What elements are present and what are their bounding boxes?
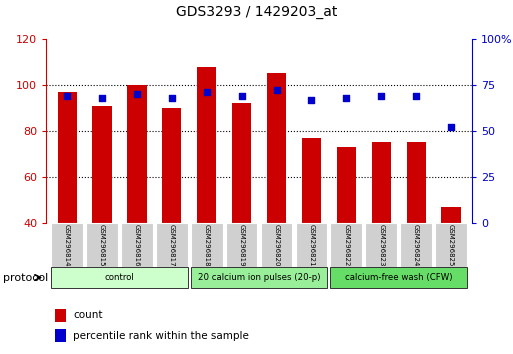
Bar [57,92,77,223]
Text: GSM296822: GSM296822 [343,224,349,266]
Text: protocol: protocol [3,273,48,282]
FancyBboxPatch shape [226,223,258,267]
Point [98,95,106,101]
Bar [441,207,461,223]
FancyBboxPatch shape [435,223,467,267]
Text: GSM296816: GSM296816 [134,224,140,267]
Text: GSM296815: GSM296815 [99,224,105,267]
Point [342,95,350,101]
Text: GDS3293 / 1429203_at: GDS3293 / 1429203_at [176,5,337,19]
Text: percentile rank within the sample: percentile rank within the sample [73,331,249,341]
Point [133,91,141,97]
FancyBboxPatch shape [400,223,432,267]
Text: GSM296825: GSM296825 [448,224,454,266]
FancyBboxPatch shape [86,223,118,267]
Bar [197,67,216,223]
Bar [162,108,182,223]
Point [307,97,315,103]
Point [168,95,176,101]
Point [447,125,455,130]
FancyBboxPatch shape [191,267,327,288]
Bar [337,147,356,223]
Text: control: control [105,273,134,282]
Text: GSM296823: GSM296823 [378,224,384,267]
Point [238,93,246,99]
FancyBboxPatch shape [191,223,223,267]
Bar [55,329,67,342]
Bar [232,103,251,223]
Text: GSM296814: GSM296814 [64,224,70,267]
FancyBboxPatch shape [51,223,83,267]
Text: GSM296820: GSM296820 [273,224,280,267]
Bar [55,309,67,322]
Point [63,93,71,99]
Bar [127,85,147,223]
Bar [406,143,426,223]
FancyBboxPatch shape [51,267,188,288]
Text: GSM296821: GSM296821 [308,224,314,267]
Point [412,93,420,99]
Text: count: count [73,310,103,320]
FancyBboxPatch shape [156,223,188,267]
FancyBboxPatch shape [261,223,292,267]
Bar [371,143,391,223]
Text: GSM296824: GSM296824 [413,224,419,266]
Text: GSM296818: GSM296818 [204,224,210,267]
Text: 20 calcium ion pulses (20-p): 20 calcium ion pulses (20-p) [198,273,320,282]
FancyBboxPatch shape [365,223,397,267]
FancyBboxPatch shape [121,223,153,267]
FancyBboxPatch shape [295,223,327,267]
Point [203,90,211,95]
Text: GSM296819: GSM296819 [239,224,245,267]
FancyBboxPatch shape [330,267,467,288]
Point [272,88,281,93]
Bar [92,105,112,223]
FancyBboxPatch shape [330,223,362,267]
Bar [302,138,321,223]
Bar [267,74,286,223]
Text: GSM296817: GSM296817 [169,224,175,267]
Point [377,93,385,99]
Text: calcium-free wash (CFW): calcium-free wash (CFW) [345,273,452,282]
